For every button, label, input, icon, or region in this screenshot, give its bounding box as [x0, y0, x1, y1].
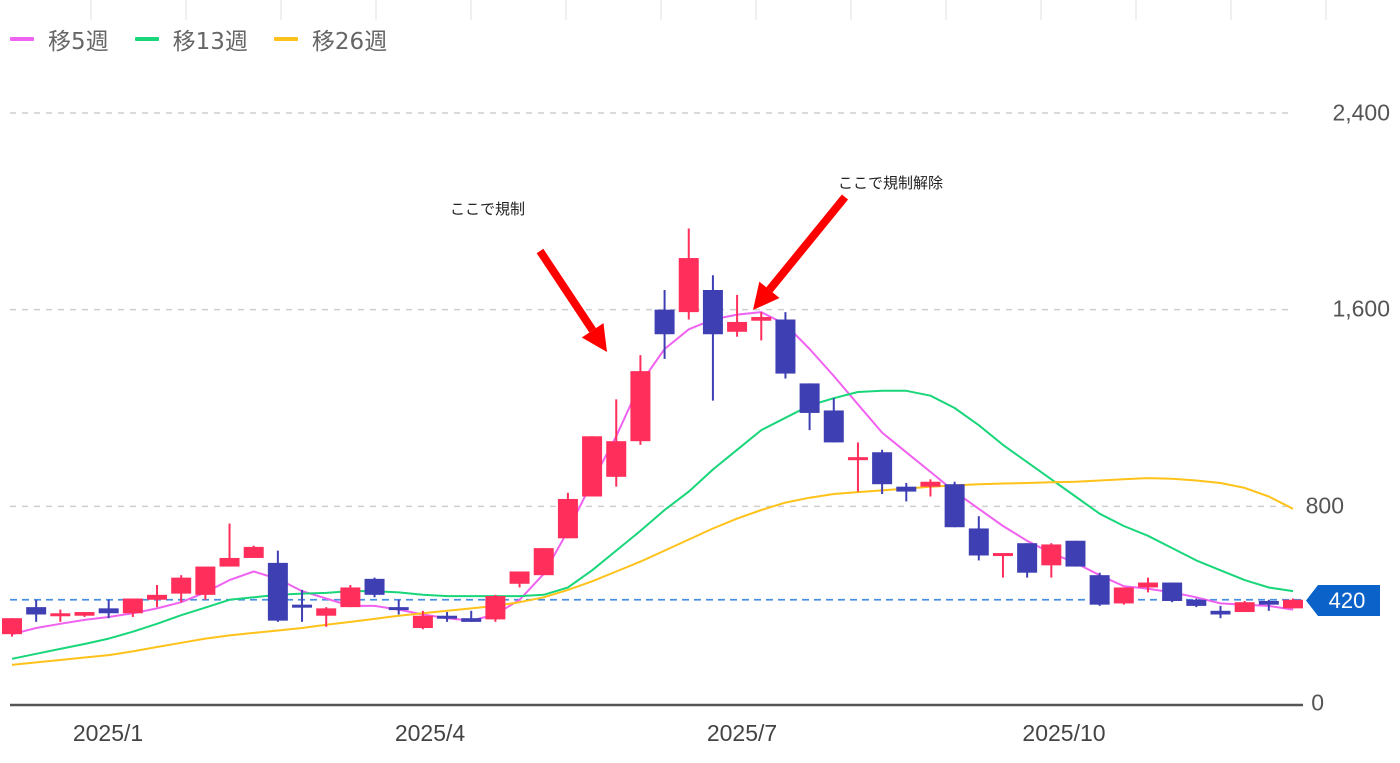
candle-body — [896, 486, 917, 492]
candle-body — [267, 562, 288, 621]
candle-body — [557, 498, 578, 539]
candle-body — [316, 608, 337, 616]
legend-label-ma13: 移13週 — [172, 29, 248, 55]
candle-body — [50, 613, 71, 617]
candle-body — [847, 457, 868, 461]
y-tick-800: 800 — [1305, 492, 1344, 519]
candle-body — [412, 615, 433, 629]
candle-body — [195, 566, 216, 595]
annotation-arrows — [536, 194, 849, 352]
candle-body — [872, 452, 893, 485]
ma5-swatch-icon — [10, 37, 34, 41]
y-tick-0: 0 — [1311, 689, 1324, 716]
ma-line — [11, 477, 1294, 666]
candle-body — [702, 290, 723, 335]
candle-body — [485, 596, 506, 620]
arrow-head-icon — [753, 281, 780, 310]
candle-body — [727, 321, 748, 332]
candle-body — [74, 612, 95, 616]
candle-body — [2, 618, 22, 635]
candle-body — [1137, 582, 1158, 588]
x-tick-2025-10: 2025/10 — [1022, 720, 1106, 746]
candles — [2, 228, 1303, 637]
candle-body — [533, 548, 554, 576]
annotation-regulation-lifted: ここで規制解除 — [838, 174, 944, 192]
x-tick-2025-4: 2025/4 — [394, 720, 466, 746]
candle-body — [799, 383, 820, 413]
candle-body — [1283, 599, 1303, 609]
legend-label-ma5: 移5週 — [48, 29, 109, 55]
candle-body — [98, 608, 119, 614]
y-tick-1600: 1,600 — [1332, 295, 1390, 322]
arrow-head-icon — [581, 323, 607, 352]
candle-body — [775, 319, 796, 374]
candle-body — [1210, 610, 1231, 615]
candle-body — [219, 557, 240, 567]
candle-body — [461, 618, 482, 622]
candle-body — [364, 578, 385, 595]
candle-body — [171, 577, 192, 594]
candle-body — [1186, 599, 1207, 606]
top-tick-marks — [90, 0, 1327, 20]
candle-body — [340, 587, 361, 608]
moving-average-lines — [11, 311, 1294, 666]
candle-body — [1065, 540, 1086, 567]
candle-body — [1017, 543, 1038, 573]
current-price-tag: 420 — [1306, 585, 1380, 616]
candle-body — [1089, 575, 1110, 605]
candle-body — [823, 410, 844, 443]
y-tick-2400: 2,400 — [1332, 99, 1390, 126]
candle-body — [292, 604, 313, 608]
legend-item-ma26[interactable]: 移26週 — [273, 22, 388, 56]
arrow-shaft — [536, 248, 596, 333]
x-tick-2025-7: 2025/7 — [706, 720, 778, 746]
ma26-swatch-icon — [273, 37, 298, 41]
ma13-swatch-icon — [134, 37, 159, 41]
candle-body — [122, 598, 143, 614]
legend-item-ma5[interactable]: 移5週 — [10, 22, 109, 56]
candle-body — [582, 436, 603, 497]
candle-body — [388, 607, 409, 611]
candle-body — [1234, 602, 1255, 613]
candle-body — [751, 317, 772, 321]
legend-label-ma26: 移26週 — [311, 29, 388, 55]
candle-body — [606, 441, 627, 477]
legend-item-ma13[interactable]: 移13週 — [134, 22, 248, 56]
candle-body — [678, 258, 699, 313]
candle-body — [992, 553, 1013, 557]
candle-body — [147, 594, 168, 600]
candle-body — [26, 607, 47, 615]
candle-body — [1258, 600, 1279, 605]
candle-body — [1162, 582, 1183, 601]
x-tick-2025-1: 2025/1 — [72, 720, 144, 746]
candle-body — [437, 615, 458, 619]
candle-body — [1041, 544, 1062, 566]
candle-body — [1113, 587, 1134, 604]
ma-line — [11, 389, 1294, 660]
candle-body — [509, 571, 530, 584]
arrow-shaft — [766, 194, 849, 293]
candle-body — [920, 481, 941, 487]
chart-legend: 移5週 移13週 移26週 — [10, 22, 387, 56]
gridlines — [10, 112, 1290, 508]
candle-body — [968, 528, 989, 556]
annotation-regulation: ここで規制 — [450, 200, 526, 218]
candle-body — [243, 546, 264, 558]
candle-body — [944, 484, 965, 528]
candle-body — [630, 371, 651, 442]
candle-body — [654, 309, 675, 335]
